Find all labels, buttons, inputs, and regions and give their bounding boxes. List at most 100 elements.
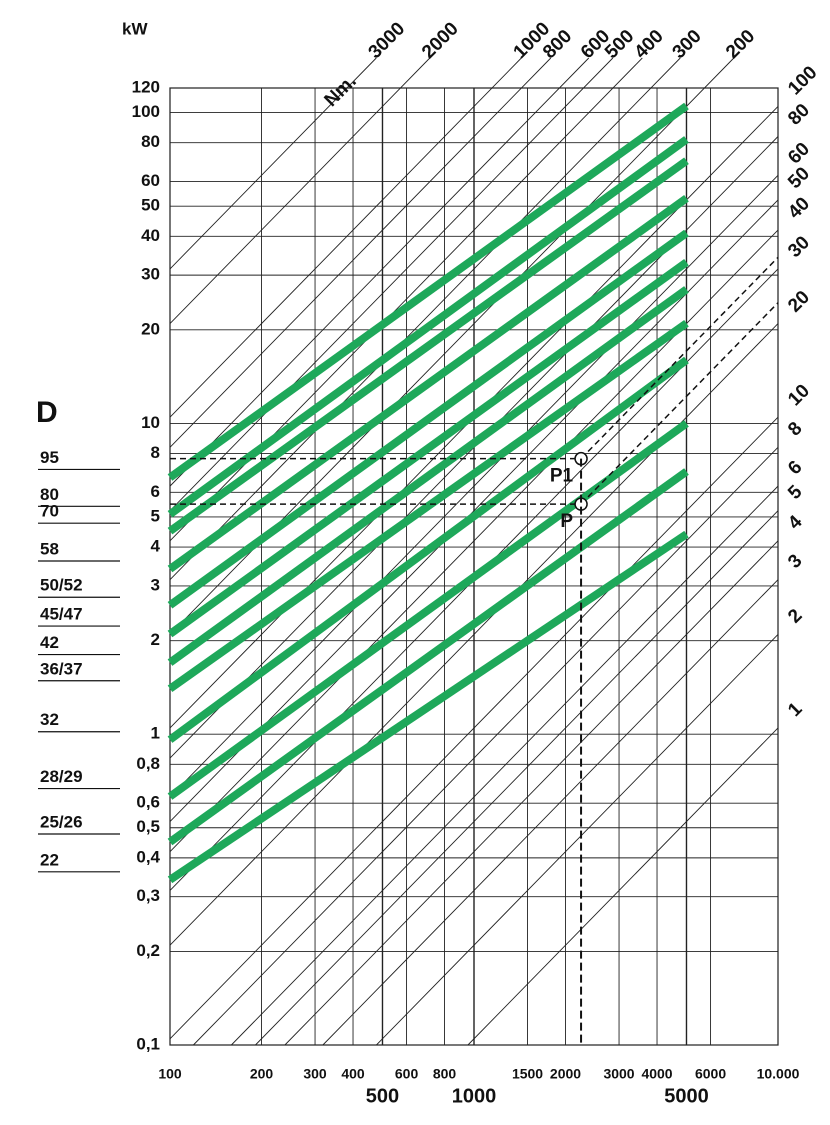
y-tick-label: 50 <box>141 196 160 215</box>
y-tick-label: 6 <box>151 482 160 501</box>
torque-line <box>467 727 779 1046</box>
x-tick-label: 200 <box>250 1066 274 1082</box>
y-tick-label: 80 <box>141 132 160 151</box>
shaft-line <box>167 468 689 846</box>
shaft-label: 36/37 <box>40 659 83 678</box>
shaft-label: 22 <box>40 850 59 869</box>
shaft-label: 50/52 <box>40 576 83 595</box>
torque-line <box>169 199 779 822</box>
torque-top-label: 3000 <box>365 18 410 63</box>
y-tick-label: 2 <box>151 630 160 649</box>
dashed-guide <box>580 302 779 505</box>
shaft-line <box>167 195 689 573</box>
torque-top-label: 500 <box>601 26 638 63</box>
torque-line <box>376 634 779 1046</box>
point-label: P1 <box>550 466 574 487</box>
torque-top-label: 200 <box>722 26 759 63</box>
x-tick-label: 300 <box>303 1066 327 1082</box>
torque-line <box>169 416 779 1040</box>
torque-right-label: 6 <box>784 457 806 479</box>
torque-line <box>169 175 779 798</box>
shaft-label: 45/47 <box>40 605 83 624</box>
torque-line <box>255 510 779 1046</box>
y-tick-label: 10 <box>141 413 160 432</box>
x-tick-label: 3000 <box>603 1066 634 1082</box>
y-axis-label: kW <box>122 19 148 38</box>
shaft-line <box>167 286 689 666</box>
x-tick-label-bold: 5000 <box>664 1085 709 1107</box>
torque-line <box>193 446 779 1046</box>
shaft-label: 95 <box>40 448 59 467</box>
x-tick-label-bold: 500 <box>366 1085 399 1107</box>
x-tick-label: 600 <box>395 1066 419 1082</box>
torque-right-label: 1 <box>784 698 807 721</box>
y-tick-label: 3 <box>151 575 160 594</box>
torque-unit: Nm. <box>321 71 361 111</box>
shaft-line <box>167 259 689 638</box>
y-tick-label: 8 <box>151 443 160 462</box>
dashed-guide <box>580 256 779 460</box>
y-tick-label: 30 <box>141 265 160 284</box>
torque-line <box>169 57 614 512</box>
torque-line <box>322 579 779 1046</box>
shaft-line <box>167 102 689 481</box>
x-tick-label: 10.000 <box>757 1066 800 1082</box>
x-tick-label: 6000 <box>695 1066 726 1082</box>
y-tick-label: 20 <box>141 319 160 338</box>
torque-right-label: 8 <box>784 418 806 440</box>
shaft-label: 80 <box>40 485 59 504</box>
torque-top-label: 400 <box>631 26 668 63</box>
y-tick-label: 40 <box>141 226 160 245</box>
torque-right-label: 2 <box>784 605 806 627</box>
shaft-line <box>167 136 689 518</box>
torque-line <box>169 57 377 270</box>
torque-right-label: 3 <box>784 550 806 572</box>
torque-line <box>284 540 779 1046</box>
torque-line <box>169 57 522 418</box>
torque-right-label: 40 <box>784 193 814 223</box>
torque-line <box>169 57 590 487</box>
shaft-line <box>167 530 689 884</box>
torque-line <box>169 57 431 324</box>
torque-line <box>169 57 681 581</box>
shaft-line <box>167 157 689 535</box>
y-tick-label: 5 <box>151 506 160 525</box>
y-tick-label: 0,1 <box>136 1034 160 1053</box>
torque-top-label: 2000 <box>418 18 463 63</box>
torque-line <box>169 57 552 448</box>
shaft-line <box>167 229 689 609</box>
y-tick-label: 0,8 <box>136 754 160 773</box>
torque-line <box>231 485 779 1046</box>
shaft-line <box>167 356 689 743</box>
y-tick-label: 100 <box>132 102 160 121</box>
y-tick-label: 0,4 <box>136 847 160 866</box>
x-tick-label: 2000 <box>550 1066 581 1082</box>
shaft-label: 25/26 <box>40 812 83 831</box>
torque-right-label: 5 <box>784 481 807 504</box>
y-tick-label: 120 <box>132 77 160 96</box>
torque-right-label: 4 <box>784 511 807 534</box>
x-tick-label: 4000 <box>641 1066 672 1082</box>
x-tick-label: 1500 <box>512 1066 543 1082</box>
torque-right-label: 50 <box>784 163 814 193</box>
x-tick-label: 400 <box>341 1066 365 1082</box>
y-tick-label: 0,5 <box>136 817 160 836</box>
y-tick-label: 1 <box>151 724 160 743</box>
point-label: P <box>560 511 573 532</box>
shaft-label: 28/29 <box>40 767 83 786</box>
shaft-line <box>167 319 689 693</box>
x-tick-label-bold: 1000 <box>452 1085 497 1107</box>
d-label: D <box>36 396 58 429</box>
x-tick-label: 100 <box>158 1066 182 1082</box>
shaft-label: 58 <box>40 540 59 559</box>
y-tick-label: 4 <box>151 537 161 556</box>
torque-right-label: 80 <box>784 100 814 130</box>
torque-right-label: 30 <box>784 232 814 262</box>
y-tick-label: 0,6 <box>136 793 160 812</box>
y-tick-label: 0,3 <box>136 886 160 905</box>
torque-right-label: 100 <box>784 62 821 99</box>
x-tick-label: 800 <box>433 1066 457 1082</box>
torque-right-label: 10 <box>784 380 814 410</box>
shaft-label: 70 <box>40 502 59 521</box>
